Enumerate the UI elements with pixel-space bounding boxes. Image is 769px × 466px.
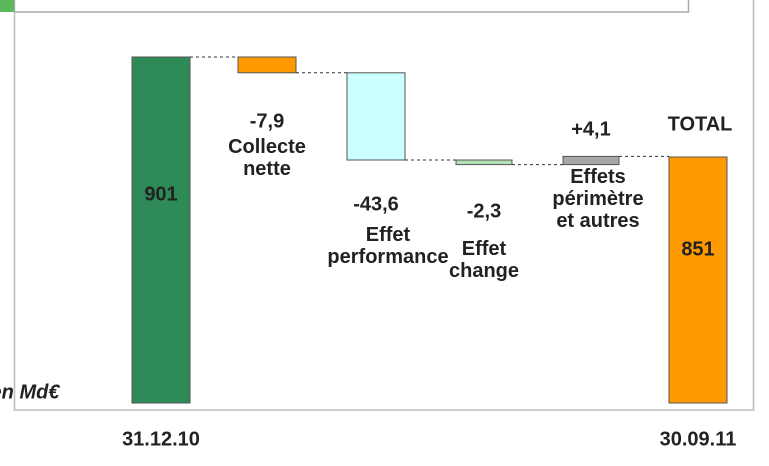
value-label: -7,9 [250,110,284,132]
value-label: 901 [144,183,177,205]
category-label: Effets périmètre et autres [552,166,643,232]
title-tab [0,0,14,12]
bar [131,56,191,404]
bar [668,156,728,404]
category-label: 31.12.10 [122,428,200,450]
value-label: +4,1 [571,118,610,140]
title-box [13,0,690,13]
bar [237,56,297,74]
bar [346,72,406,161]
category-label: Collecte nette [228,136,306,180]
value-label: -2,3 [467,200,501,222]
bar [562,155,620,166]
value-label: -43,6 [353,193,399,215]
category-label: Effet performance [327,224,448,268]
category-label: 30.09.11 [660,428,737,450]
unit-label: en Md€ [0,381,60,403]
category-label: Effet change [449,238,519,282]
value-label: 851 [681,238,714,260]
bar [455,159,513,166]
total-label: TOTAL [668,113,733,135]
